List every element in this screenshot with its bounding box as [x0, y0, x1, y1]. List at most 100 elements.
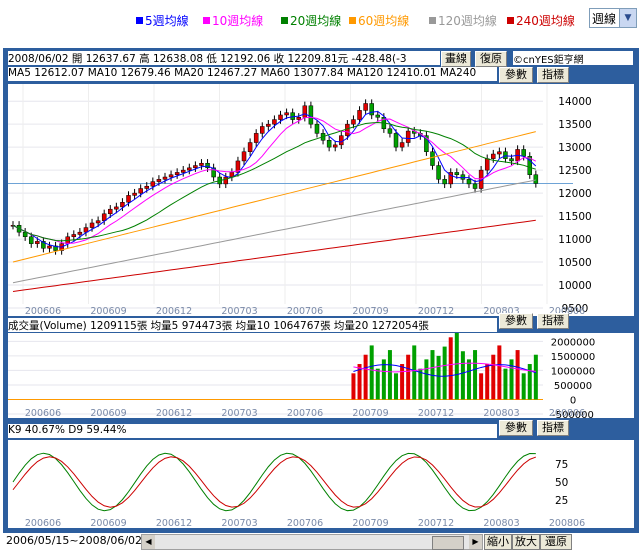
volume-info-line: 成交量(Volume) 1209115張 均量5 974473張 均量10 10… — [8, 318, 497, 332]
volume-bar — [418, 368, 423, 400]
candle-body — [168, 174, 174, 178]
legend-label: 120週均線 — [438, 14, 497, 28]
candle-body — [272, 119, 277, 125]
y-tick-label: 13500 — [558, 119, 591, 131]
candle-body — [387, 128, 393, 134]
scroll-left-icon[interactable]: ◀ — [142, 535, 155, 549]
period-select[interactable]: 週線 ▼ — [589, 8, 637, 28]
volume-plot: 2000000 1500000 1000000 500000 0 -500000 20060… — [8, 333, 634, 418]
date-range: 2006/05/15~2008/06/02 — [6, 534, 143, 547]
volume-indicator-button[interactable]: 指標 — [537, 313, 569, 329]
x-tick-label: 200803 — [483, 306, 519, 316]
candle-body — [174, 172, 180, 175]
legend-swatch — [136, 17, 143, 24]
volume-bar — [491, 354, 496, 400]
x-tick-label: 200606 — [25, 518, 61, 528]
x-tick-label: 200706 — [287, 518, 323, 528]
candle-body — [302, 105, 308, 118]
candle-body — [35, 241, 40, 244]
candle-body — [375, 114, 381, 118]
candle-body — [278, 114, 283, 120]
x-tick-label: 200709 — [352, 518, 388, 528]
volume-bar — [430, 350, 435, 400]
volume-bar — [394, 373, 399, 400]
candle-body — [89, 222, 95, 228]
vol-ma10-line — [353, 362, 536, 373]
legend-swatch — [349, 17, 356, 24]
kd-plot: 75 50 25 200606 200609 200612 200703 200706 2007… — [8, 440, 634, 528]
volume-bar — [406, 354, 411, 400]
candle-body — [430, 151, 435, 166]
volume-bar — [454, 333, 459, 400]
y-tick-label: 500000 — [554, 381, 592, 392]
ma10-line — [12, 116, 537, 244]
restore-button[interactable]: 復原 — [475, 51, 507, 67]
price-params-button[interactable]: 參數 — [499, 67, 533, 83]
candle-body — [509, 158, 514, 162]
candle-body — [533, 174, 539, 184]
status-bar: 2006/05/15~2008/06/02 ◀ ▶ 縮小 放大 還原 — [3, 532, 639, 550]
volume-bar — [460, 351, 465, 400]
volume-bar — [509, 359, 514, 400]
time-scrollbar[interactable]: ◀ ▶ — [141, 534, 483, 550]
candle-body — [527, 156, 533, 175]
x-tick-label: 200609 — [90, 408, 126, 418]
candle-body — [460, 174, 466, 180]
volume-bar — [436, 355, 441, 400]
candle-body — [150, 181, 156, 187]
candle-body — [156, 179, 162, 182]
chart-frame: 2008/06/02 開 12637.67 高 12638.08 低 12192… — [3, 48, 639, 549]
volume-bar — [424, 359, 429, 400]
volume-bar — [400, 364, 405, 400]
kd-params-button[interactable]: 參數 — [499, 420, 533, 436]
zoom-in-button[interactable]: 放大 — [512, 534, 540, 550]
volume-bar — [503, 368, 508, 400]
scroll-right-icon[interactable]: ▶ — [469, 535, 482, 549]
volume-bar — [479, 373, 484, 400]
y-tick-label: 10500 — [558, 257, 591, 269]
legend-item: 20週均線 — [281, 12, 341, 29]
y-tick-label: 9500 — [562, 303, 589, 315]
candle-body — [247, 142, 253, 152]
y-tick-label: 50 — [555, 477, 568, 489]
candle-body — [405, 130, 411, 143]
candle-body — [326, 140, 332, 148]
volume-bar — [473, 350, 478, 400]
candle-body — [53, 245, 58, 251]
candle-body — [260, 126, 265, 134]
candle-body — [223, 176, 229, 185]
candle-body — [491, 153, 496, 159]
scroll-thumb[interactable] — [432, 536, 464, 550]
candle-body — [144, 185, 149, 189]
x-tick-label: 200609 — [90, 306, 126, 316]
volume-bar — [381, 359, 386, 400]
candle-body — [266, 123, 271, 127]
chevron-down-icon[interactable]: ▼ — [619, 9, 636, 27]
x-tick-label: 200703 — [221, 518, 257, 528]
candle-body — [339, 135, 344, 146]
candle-body — [241, 151, 247, 162]
draw-button[interactable]: 畫線 — [441, 51, 471, 67]
candle-body — [120, 202, 125, 208]
y-tick-label: 2000000 — [551, 337, 596, 348]
x-tick-label: 200803 — [483, 518, 519, 528]
candle-body — [132, 192, 137, 196]
brand-label: ©cnYES鉅亨網 — [513, 51, 633, 65]
legend-label: 10週均線 — [212, 14, 264, 28]
y-tick-label: 10000 — [558, 280, 591, 292]
reset-button[interactable]: 還原 — [540, 534, 572, 550]
candle-body — [199, 162, 204, 166]
volume-bar — [442, 346, 447, 400]
candle-body — [448, 172, 453, 185]
zoom-out-button[interactable]: 縮小 — [484, 534, 512, 550]
x-tick-label: 200609 — [90, 518, 126, 528]
candle-body — [442, 179, 447, 185]
y-tick-label: 1000000 — [551, 366, 596, 377]
volume-params-button[interactable]: 參數 — [499, 313, 533, 329]
price-indicator-button[interactable]: 指標 — [537, 67, 569, 83]
kd-indicator-button[interactable]: 指標 — [537, 420, 569, 436]
candle-body — [497, 151, 502, 155]
x-tick-label: 200612 — [156, 408, 192, 418]
x-tick-label: 200703 — [221, 306, 257, 316]
candle-body — [472, 183, 478, 189]
